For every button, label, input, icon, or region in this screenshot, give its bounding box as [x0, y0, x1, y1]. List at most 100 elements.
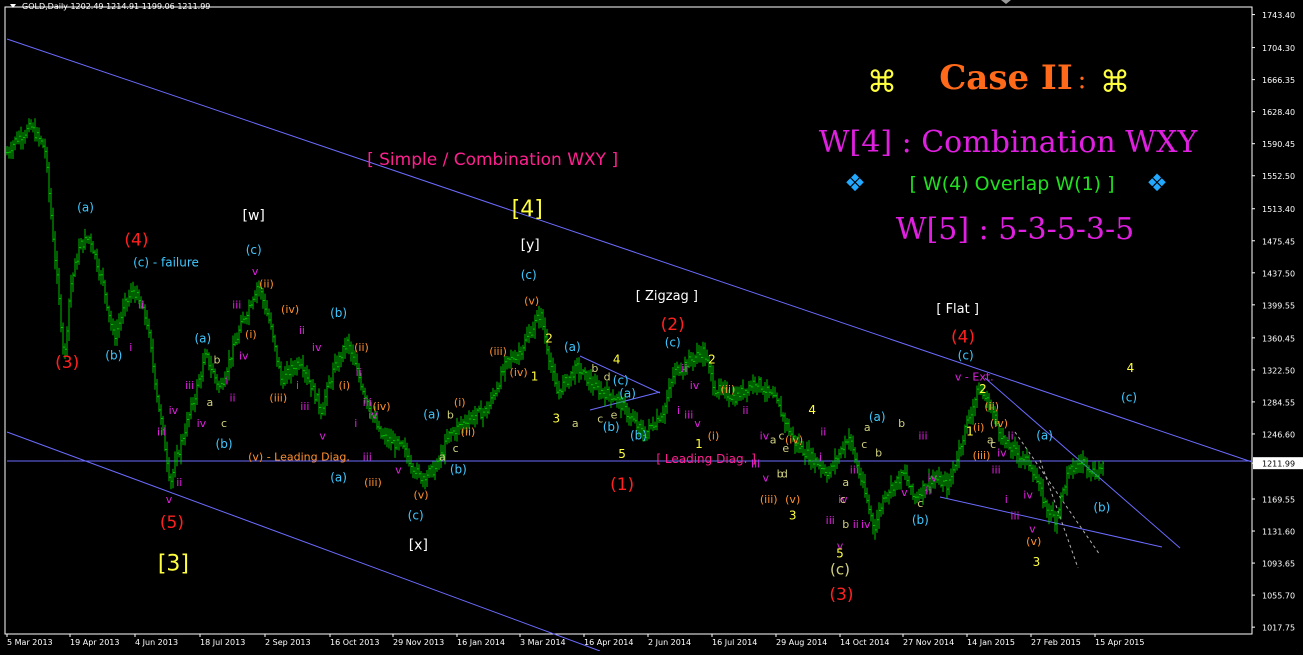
- wave-label: iv: [928, 472, 938, 485]
- wave-label: c: [861, 438, 867, 451]
- wave-label: i: [129, 341, 132, 354]
- wave-label: (c): [246, 243, 262, 257]
- case-colon: :: [1078, 65, 1087, 95]
- y-tick-label: 1246.60: [1262, 430, 1295, 439]
- wedge-dash-2[interactable]: [1039, 459, 1079, 569]
- wave-label: v: [837, 539, 844, 552]
- wave-label: (a): [1036, 429, 1053, 443]
- wave-label: iii: [363, 451, 372, 464]
- wave-label: [x]: [409, 537, 428, 553]
- wave-label: iv: [690, 379, 700, 392]
- wave-label: c: [917, 497, 923, 510]
- wave-label: (a): [423, 407, 440, 421]
- wave-label: (b): [105, 348, 122, 362]
- wave-label: v: [319, 430, 326, 443]
- wave-label: i: [354, 417, 357, 430]
- wave-label: (iii): [489, 345, 507, 358]
- wave-label: v: [166, 493, 173, 506]
- y-tick-label: 1131.60: [1262, 528, 1295, 537]
- plot-frame: [4, 6, 1253, 635]
- wave-label: iii: [185, 379, 194, 392]
- wave-label: iii: [157, 425, 166, 438]
- wave-label: (ii): [259, 278, 274, 291]
- y-tick-label: 1017.75: [1262, 624, 1295, 633]
- y-tick-label: 1055.70: [1262, 592, 1295, 601]
- wave-label: a: [439, 451, 446, 464]
- lower-wedge-line[interactable]: [939, 496, 1163, 548]
- y-tick-label: 1513.40: [1262, 205, 1295, 214]
- wave-label: i: [225, 375, 228, 388]
- chart-menu-icon[interactable]: [10, 4, 16, 8]
- triangle-upper-line[interactable]: [579, 355, 661, 394]
- wave-label: iii: [918, 430, 927, 443]
- wave-label: (iv): [281, 303, 299, 316]
- wave-label: [ Flat ]: [936, 302, 979, 317]
- wave-label: ii: [138, 299, 144, 312]
- w5-headline: W[5] : 5-3-5-3-5: [896, 212, 1135, 247]
- wave-label: c: [779, 430, 785, 443]
- wave-label: b: [898, 417, 905, 430]
- wave-label: a: [842, 476, 849, 489]
- wave-label: (c): [958, 348, 974, 362]
- x-tick-label: 15 Apr 2015: [1095, 638, 1144, 647]
- x-tick-label: 27 Nov 2014: [903, 638, 954, 647]
- wave-label: (i): [338, 379, 350, 392]
- wave-label: iii: [992, 463, 1001, 476]
- y-tick-label: 1628.40: [1262, 108, 1295, 117]
- wave-label: (3): [55, 353, 79, 373]
- wave-label: (v): [785, 493, 800, 506]
- wave-label: iv: [169, 404, 179, 417]
- wave-label: (c): [521, 268, 537, 282]
- wedge-dash-1[interactable]: [1014, 431, 1101, 556]
- upper-channel-line[interactable]: [6, 38, 1253, 463]
- wave-label: e: [782, 442, 789, 455]
- wave-label: 1: [531, 369, 539, 383]
- wave-label: d: [781, 468, 788, 481]
- wave-label: i: [819, 451, 822, 464]
- wave-label: (iv): [510, 366, 528, 379]
- wave-label: c: [453, 442, 459, 455]
- wave-label: 3: [553, 412, 561, 426]
- wave-label: (c) - failure: [133, 255, 199, 269]
- wave-label: iv: [760, 430, 770, 443]
- wave-label: (a): [869, 410, 886, 424]
- wave-label: iii: [300, 400, 309, 413]
- y-tick-label: 1704.30: [1262, 44, 1295, 53]
- wave-label: (4): [951, 327, 975, 347]
- x-tick-label: 16 Jul 2014: [712, 638, 757, 647]
- chart-title-ohlc: GOLD,Daily 1202.49 1214.91 1199.06 1211.…: [22, 2, 210, 11]
- wave-label: [ Simple / Combination WXY ]: [367, 150, 618, 170]
- wave-label: (iii): [269, 392, 287, 405]
- wave-label: (a): [564, 340, 581, 354]
- lower-channel-line[interactable]: [6, 431, 601, 652]
- wave-label: b: [591, 362, 598, 375]
- wave-label: (ii): [721, 383, 736, 396]
- y-tick-label: 1743.40: [1262, 11, 1295, 20]
- wave-label: b: [213, 354, 220, 367]
- scroll-marker-icon[interactable]: [1001, 0, 1011, 4]
- wave-label: 5: [836, 547, 844, 561]
- y-tick-label: 1552.50: [1262, 172, 1295, 181]
- wave-label: (ii): [984, 400, 999, 413]
- wave-label: iv: [368, 408, 378, 421]
- wave-label: (b): [216, 437, 233, 451]
- wave-label: b: [447, 408, 454, 421]
- wave-label: iv: [997, 446, 1007, 459]
- wave-label: ii: [1008, 430, 1014, 443]
- wave-label: i: [296, 379, 299, 392]
- y-tick-label: 1437.50: [1262, 269, 1295, 278]
- wave-label: (b): [450, 462, 467, 476]
- wave-label: ii: [925, 484, 931, 497]
- wave-label: 2: [979, 382, 987, 396]
- x-tick-label: 16 Apr 2014: [584, 638, 633, 647]
- wave-label: (4): [124, 230, 148, 250]
- wave-label: (i): [454, 396, 466, 409]
- wave-label: v: [252, 265, 259, 278]
- wave-label: v: [694, 417, 701, 430]
- wave-label: 2: [708, 353, 716, 367]
- wave-label: (iv): [372, 400, 390, 413]
- wave-label: a: [864, 421, 871, 434]
- wave-label: (v): [1026, 535, 1041, 548]
- wave-label: (c): [613, 374, 629, 388]
